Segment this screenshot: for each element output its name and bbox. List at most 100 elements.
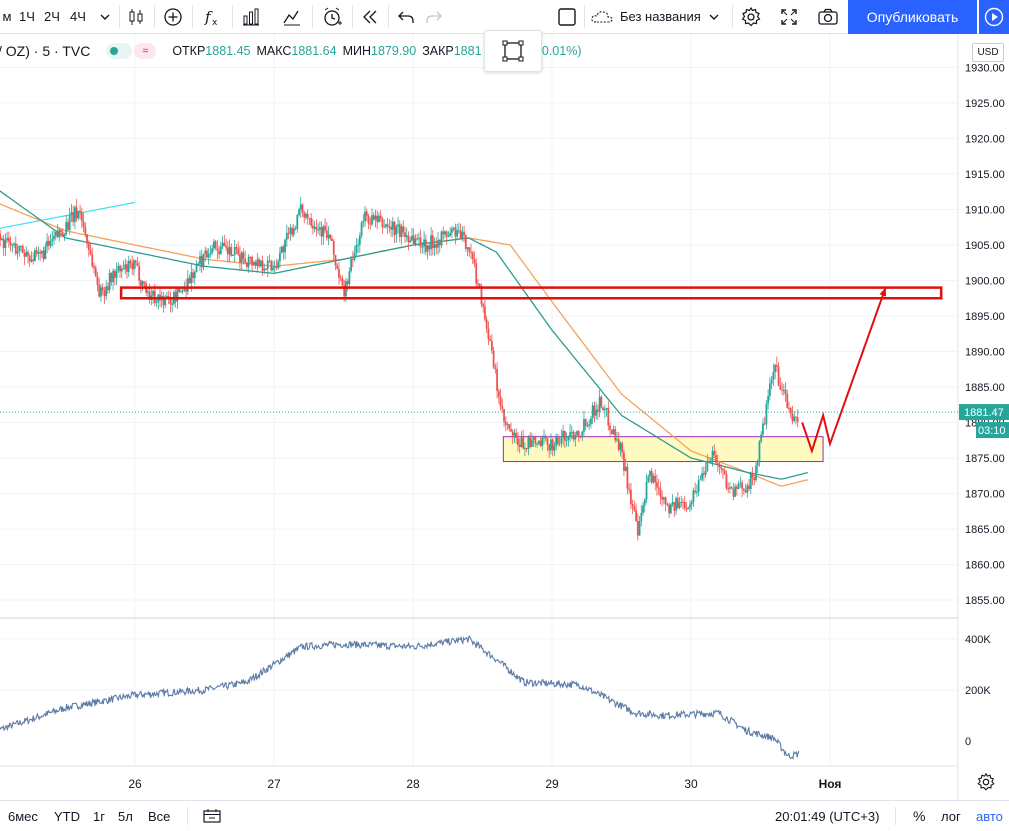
layout-select-icon[interactable]	[553, 0, 581, 33]
alert-icon[interactable]	[316, 0, 348, 33]
candle-body	[258, 259, 260, 266]
candle-body	[288, 233, 290, 234]
volume-pane	[0, 636, 799, 758]
undo-icon[interactable]	[392, 0, 420, 33]
candle-body	[642, 505, 644, 513]
candle-body	[696, 492, 698, 493]
candle-body	[246, 262, 248, 267]
candle-body	[545, 437, 547, 438]
candle-body	[255, 262, 257, 266]
templates-icon[interactable]	[276, 0, 308, 33]
candle-body	[383, 227, 385, 228]
candle-body	[138, 266, 140, 281]
currency-label[interactable]: USD	[972, 43, 1004, 62]
candle-body	[359, 236, 361, 245]
candle-body	[613, 429, 615, 434]
candle-body	[559, 443, 561, 444]
timeframe-4h[interactable]: 4Ч	[66, 0, 90, 33]
candle-body	[272, 268, 274, 270]
candle-body	[100, 287, 102, 296]
candle-body	[11, 245, 13, 246]
candle-body	[510, 429, 512, 431]
chart-canvas[interactable]: 1930.001925.001920.001915.001910.001905.…	[0, 0, 1009, 800]
timeframe-1h[interactable]: 1Ч	[16, 0, 38, 33]
candle-body	[319, 227, 321, 229]
projection-path	[802, 288, 885, 451]
gear-icon[interactable]	[736, 0, 766, 33]
candle-body	[646, 482, 648, 499]
candle-body	[691, 502, 693, 504]
time-tick-label: 28	[406, 777, 420, 791]
symbol-label[interactable]: / OZ) · 5 · TVC	[0, 43, 90, 59]
time-axis: 32627282930Ноя	[0, 777, 841, 791]
candle-body	[486, 319, 488, 328]
candle-body	[123, 269, 125, 270]
candle-body	[276, 266, 278, 268]
candle-body	[222, 243, 224, 247]
range-1y[interactable]: 1г	[93, 801, 105, 831]
candle-body	[284, 240, 286, 252]
candle-body	[376, 216, 378, 222]
play-icon[interactable]	[979, 0, 1009, 34]
candle-body	[211, 248, 213, 253]
fullscreen-icon[interactable]	[774, 0, 804, 33]
auto-scale-toggle[interactable]: авто	[976, 801, 1003, 831]
chevron-down-icon[interactable]	[94, 0, 116, 33]
candle-body	[197, 264, 199, 265]
candle-body	[352, 259, 354, 260]
candle-body	[599, 397, 601, 412]
camera-icon[interactable]	[813, 0, 843, 33]
candle-body	[282, 246, 284, 252]
axis-settings-gear-icon[interactable]	[976, 772, 996, 797]
replay-icon[interactable]	[356, 0, 384, 33]
drawing-tool-popup[interactable]	[484, 30, 542, 72]
clock-timezone[interactable]: 20:01:49 (UTC+3)	[775, 801, 879, 831]
candle-body	[133, 260, 135, 269]
candle-body	[267, 261, 269, 269]
resistance-zone	[121, 288, 941, 299]
candle-body	[614, 429, 616, 440]
candle-body	[104, 290, 106, 296]
compare-add-icon[interactable]	[158, 0, 188, 33]
candle-body	[333, 241, 335, 255]
date-range-calendar-icon[interactable]	[203, 801, 221, 831]
candle-body	[611, 430, 613, 434]
candle-body	[727, 488, 729, 489]
candle-body	[682, 502, 684, 503]
layout-name[interactable]: Без названия	[590, 0, 730, 33]
candles-style-icon[interactable]	[122, 0, 150, 33]
timeframe-2h[interactable]: 2Ч	[40, 0, 64, 33]
candle-body	[781, 390, 783, 391]
candle-body	[573, 432, 575, 439]
candle-body	[126, 264, 128, 272]
range-6m[interactable]: 6мес	[8, 801, 38, 831]
candle-body	[241, 253, 243, 263]
candle-body	[779, 385, 781, 389]
candle-body	[17, 251, 19, 254]
candle-body	[326, 230, 328, 238]
timeframe-minutes[interactable]: м	[0, 0, 14, 33]
candle-body	[505, 422, 507, 425]
percent-scale-toggle[interactable]: %	[913, 801, 925, 831]
candle-body	[230, 247, 232, 256]
range-ytd[interactable]: YTD	[54, 801, 80, 831]
candle-body	[430, 235, 432, 249]
candle-body	[50, 241, 52, 246]
candle-body	[31, 259, 33, 261]
log-scale-toggle[interactable]: лог	[941, 801, 961, 831]
candle-body	[71, 212, 73, 215]
candle-body	[251, 257, 253, 265]
candle-body	[693, 490, 695, 502]
price-tick-label: 1905.00	[965, 240, 1005, 252]
financials-icon[interactable]	[236, 0, 266, 33]
candle-body	[253, 262, 255, 265]
redo-icon[interactable]	[420, 0, 448, 33]
candle-body	[64, 234, 66, 236]
range-5y[interactable]: 5л	[118, 801, 133, 831]
candle-body	[592, 405, 594, 418]
publish-button[interactable]: Опубликовать	[848, 0, 977, 34]
range-all[interactable]: Все	[148, 801, 170, 831]
candle-body	[454, 228, 456, 237]
